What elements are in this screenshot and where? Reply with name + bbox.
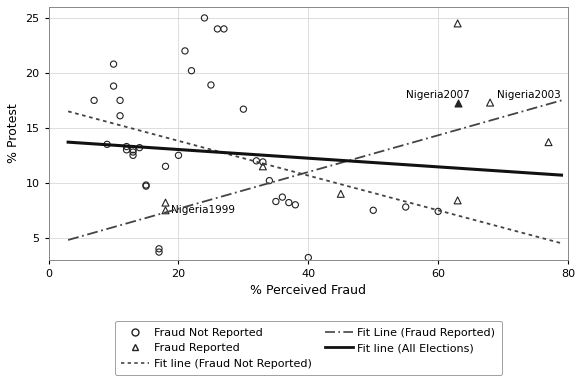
Point — [115, 97, 125, 104]
Point — [141, 183, 151, 189]
Point — [271, 198, 281, 204]
Point — [122, 144, 131, 150]
Point — [206, 82, 215, 88]
Point — [336, 191, 346, 197]
Point — [213, 26, 222, 32]
Point — [154, 249, 164, 255]
Point — [434, 208, 443, 214]
Point — [174, 152, 183, 159]
Point — [129, 152, 138, 159]
Y-axis label: % Protest: % Protest — [7, 104, 20, 163]
Point — [102, 141, 112, 147]
Point — [265, 178, 274, 184]
Point — [161, 207, 170, 214]
Point — [161, 199, 170, 206]
Point — [154, 246, 164, 252]
X-axis label: % Perceived Fraud: % Perceived Fraud — [250, 284, 366, 297]
Point — [219, 26, 229, 32]
Point — [304, 254, 313, 261]
Point — [368, 207, 378, 214]
Point — [544, 139, 553, 145]
Point — [239, 106, 248, 112]
Legend: Fraud Not Reported, Fraud Reported, Fit line (Fraud Not Reported), Fit Line (Fra: Fraud Not Reported, Fraud Reported, Fit … — [115, 321, 502, 376]
Text: Nigeria1999: Nigeria1999 — [171, 205, 235, 215]
Point — [290, 202, 300, 208]
Point — [180, 48, 190, 54]
Point — [135, 144, 144, 151]
Point — [284, 199, 293, 206]
Point — [278, 194, 287, 200]
Point — [401, 204, 410, 210]
Point — [109, 61, 118, 67]
Point — [453, 20, 462, 26]
Point — [453, 197, 462, 204]
Point — [141, 182, 151, 188]
Point — [258, 159, 268, 165]
Point — [161, 163, 170, 169]
Point — [115, 113, 125, 119]
Point — [129, 147, 138, 153]
Point — [187, 68, 196, 74]
Point — [109, 83, 118, 89]
Point — [129, 149, 138, 155]
Point — [485, 100, 495, 106]
Text: Nigeria2007: Nigeria2007 — [406, 91, 470, 100]
Point — [252, 158, 261, 164]
Point — [90, 97, 99, 104]
Point — [453, 100, 462, 106]
Point — [258, 163, 268, 169]
Point — [122, 147, 131, 153]
Text: Nigeria2003: Nigeria2003 — [496, 91, 560, 100]
Point — [200, 15, 209, 21]
